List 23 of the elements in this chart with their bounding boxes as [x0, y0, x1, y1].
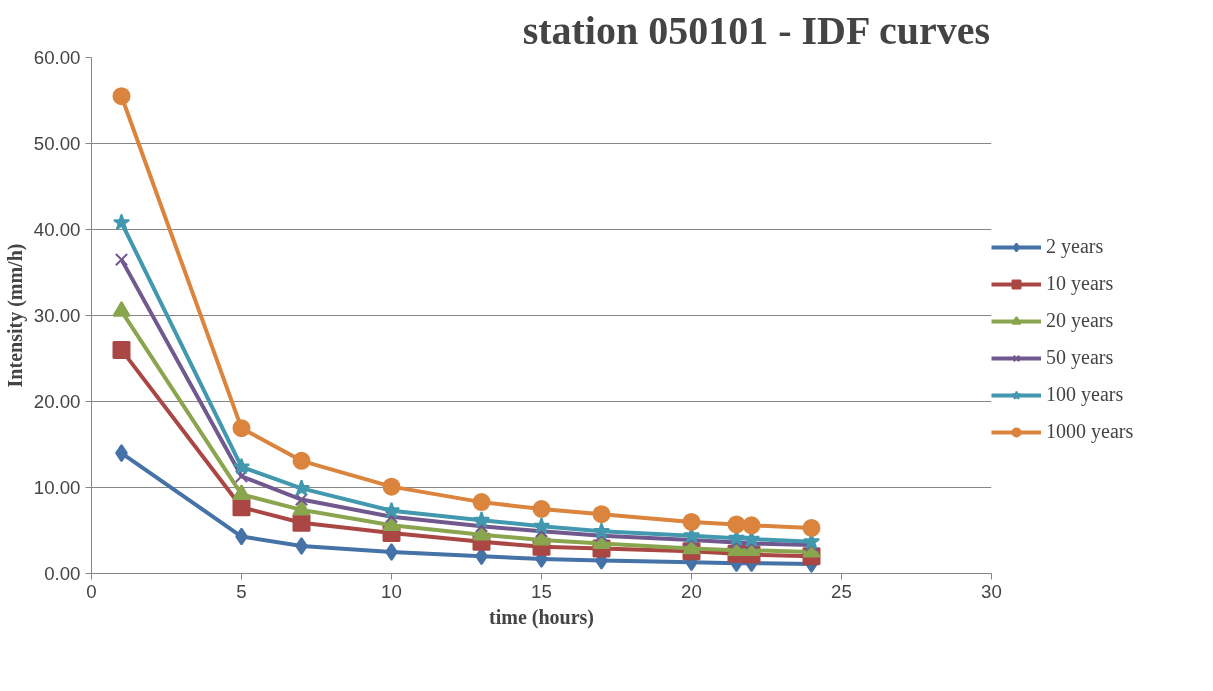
x-tick-label: 15 [531, 580, 552, 602]
y-axis-title: Intensity (mm/h) [3, 243, 27, 388]
legend-label: 10 years [1046, 272, 1115, 295]
x-tick-label: 30 [981, 580, 1002, 602]
y-tick-label: 30.00 [33, 305, 81, 326]
legend-label: 50 years [1046, 346, 1115, 369]
x-tick-label: 25 [831, 580, 852, 602]
y-tick-label: 60.00 [33, 47, 81, 68]
x-tick-label: 20 [681, 580, 702, 602]
legend-label: 1000 years [1046, 420, 1135, 443]
y-tick-label: 20.00 [33, 391, 81, 412]
x-tick-label: 10 [381, 580, 402, 602]
y-tick-label: 0.00 [44, 563, 81, 584]
legend-label: 20 years [1046, 309, 1115, 332]
legend-label: 2 years [1046, 235, 1105, 258]
x-tick-label: 5 [236, 580, 247, 602]
legend-label: 100 years [1046, 383, 1125, 406]
x-axis-title: time (hours) [489, 605, 594, 629]
x-tick-label: 0 [86, 580, 97, 602]
y-tick-label: 10.00 [33, 477, 81, 498]
y-tick-label: 50.00 [33, 133, 81, 154]
y-tick-label: 40.00 [33, 219, 81, 240]
chart-title: station 050101 - IDF curves [522, 7, 991, 53]
